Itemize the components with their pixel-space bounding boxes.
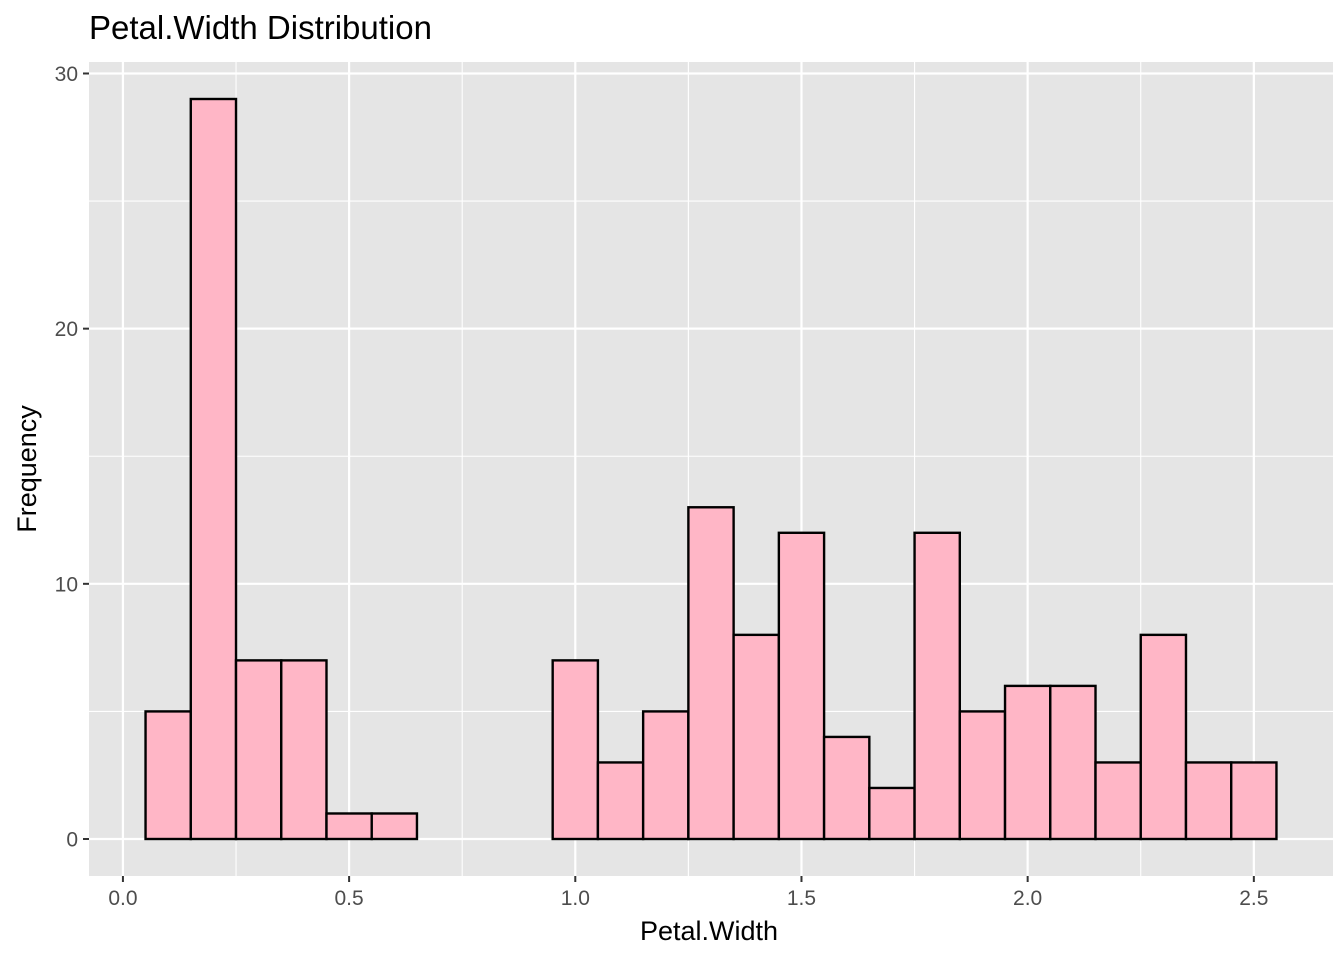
histogram-bar xyxy=(958,710,1007,841)
x-tick-label: 1.5 xyxy=(787,887,816,910)
histogram-bar xyxy=(1003,684,1052,841)
histogram-bar xyxy=(596,761,645,841)
x-tick-label: 0.5 xyxy=(335,887,364,910)
histogram-bar xyxy=(687,506,735,841)
histogram-bar xyxy=(551,659,600,841)
histogram-bar xyxy=(777,531,826,841)
histogram-bar xyxy=(1184,761,1233,841)
histogram-bar xyxy=(1139,633,1188,841)
x-tick-label: 2.5 xyxy=(1239,887,1268,910)
histogram-bar xyxy=(1230,761,1278,841)
histogram-bar xyxy=(822,735,871,841)
histogram-bar xyxy=(641,710,690,841)
chart-title: Petal.Width Distribution xyxy=(89,9,432,46)
y-tick-label: 30 xyxy=(55,63,78,86)
x-axis-title: Petal.Width xyxy=(640,916,778,946)
histogram-bar xyxy=(234,659,283,841)
histogram-bars xyxy=(144,97,1278,841)
x-tick-label: 0.0 xyxy=(108,887,137,910)
x-tick-label: 2.0 xyxy=(1013,887,1042,910)
y-axis: 0 10 20 30 xyxy=(55,63,89,852)
x-tick-label: 1.0 xyxy=(561,887,590,910)
histogram-bar xyxy=(1094,761,1142,841)
histogram-bar xyxy=(732,633,781,841)
histogram-bar xyxy=(868,786,916,841)
histogram-bar xyxy=(189,97,238,841)
histogram-bar xyxy=(144,710,192,841)
histogram-bar xyxy=(913,531,962,841)
y-tick-label: 0 xyxy=(66,829,78,852)
y-axis-title: Frequency xyxy=(12,405,42,533)
histogram-bar xyxy=(370,812,419,841)
histogram-bar xyxy=(280,659,328,841)
y-tick-label: 20 xyxy=(55,318,78,341)
histogram-bar xyxy=(1049,684,1097,841)
x-axis: 0.0 0.5 1.0 1.5 2.0 2.5 xyxy=(108,876,1268,910)
histogram-bar xyxy=(325,812,373,841)
y-tick-label: 10 xyxy=(55,573,78,596)
